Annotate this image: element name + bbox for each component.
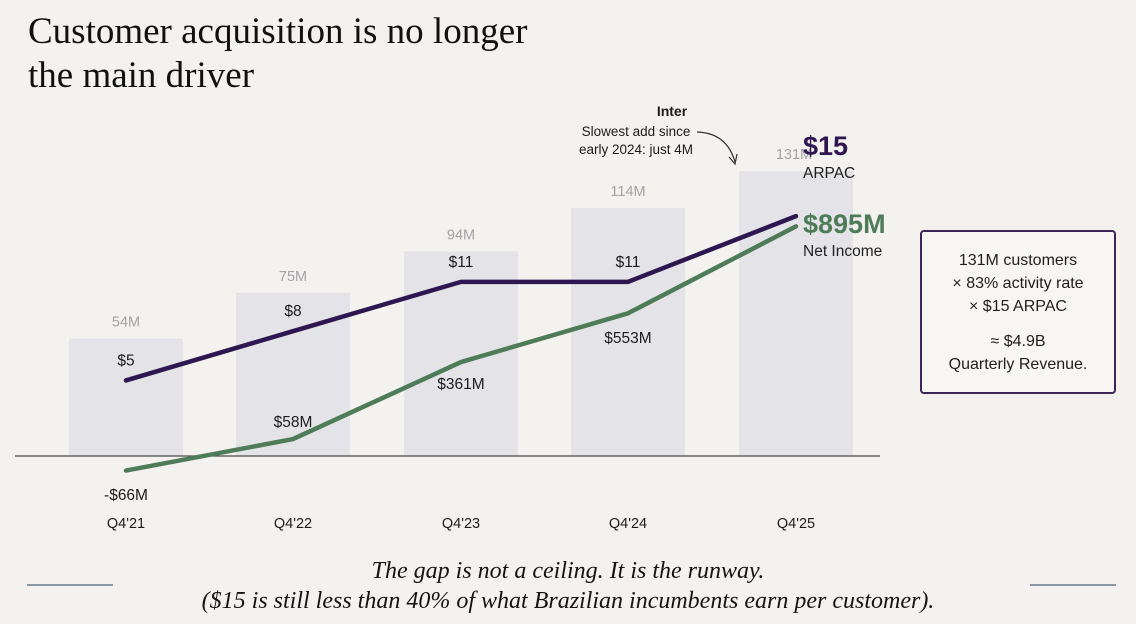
formula-line-result: ≈ $4.9B bbox=[990, 333, 1046, 350]
net-income-data-label-1: -$66M bbox=[104, 487, 148, 504]
footer-caption: The gap is not a ceiling. It is the runw… bbox=[0, 556, 1136, 616]
annotation-line-2: early 2024: just 4M bbox=[579, 142, 693, 157]
legend-net-income-label: Net Income bbox=[803, 243, 882, 260]
formula-line-customers: 131M customers bbox=[958, 252, 1078, 269]
footer-rule-left bbox=[27, 584, 113, 586]
annotation-arrow-head bbox=[728, 153, 738, 166]
annotation-arrow bbox=[696, 131, 736, 163]
customer-label-4: 114M bbox=[610, 184, 645, 200]
footer-line-2: ($15 is still less than 40% of what Braz… bbox=[201, 588, 935, 614]
customer-bar-1 bbox=[69, 338, 183, 456]
formula-line-activity: × 83% activity rate bbox=[952, 275, 1084, 292]
footer-line-1: The gap is not a ceiling. It is the runw… bbox=[371, 558, 765, 584]
customer-bar-4 bbox=[571, 207, 685, 456]
customer-label-1: 54M bbox=[112, 314, 140, 330]
annotation-heading: Inter bbox=[657, 103, 688, 119]
revenue-formula-box: 131M customers × 83% activity rate × $15… bbox=[920, 230, 1116, 394]
x-tick-label-4: Q4'24 bbox=[609, 516, 647, 532]
customer-bar-3 bbox=[404, 251, 518, 456]
x-tick-label-3: Q4'23 bbox=[442, 516, 480, 532]
formula-line-revenue: Quarterly Revenue. bbox=[948, 356, 1088, 373]
annotation-line-1: Slowest add since bbox=[582, 124, 691, 139]
arpac-data-label-3: $11 bbox=[449, 254, 474, 271]
net-income-data-label-4: $553M bbox=[604, 330, 651, 347]
arpac-data-label-2: $8 bbox=[284, 303, 301, 320]
x-tick-label-1: Q4'21 bbox=[107, 516, 145, 532]
arpac-data-label-1: $5 bbox=[117, 352, 134, 369]
legend-arpac-label: ARPAC bbox=[803, 165, 855, 182]
customer-label-5: 131M bbox=[776, 147, 812, 163]
arpac-data-label-4: $11 bbox=[616, 254, 641, 271]
formula-spacer bbox=[922, 318, 1114, 330]
x-tick-label-2: Q4'22 bbox=[274, 516, 312, 532]
net-income-data-label-3: $361M bbox=[437, 376, 484, 393]
customer-label-2: 75M bbox=[279, 269, 307, 285]
footer-rule-right bbox=[1030, 584, 1116, 586]
legend-arpac-value: $15 bbox=[803, 131, 848, 161]
formula-line-arpac: × $15 ARPAC bbox=[969, 298, 1067, 315]
net-income-data-label-2: $58M bbox=[274, 414, 313, 431]
legend-net-income-value: $895M bbox=[803, 209, 886, 239]
page-title: Customer acquisition is no longer the ma… bbox=[28, 11, 528, 96]
bars-layer bbox=[69, 170, 853, 456]
customer-label-3: 94M bbox=[447, 227, 475, 243]
x-tick-label-5: Q4'25 bbox=[777, 516, 815, 532]
marks-layer: 54M 75M 94M 114M 131M Q4'21 Q4'22 Q4'23 Q4'24 Q4'… bbox=[104, 147, 815, 532]
